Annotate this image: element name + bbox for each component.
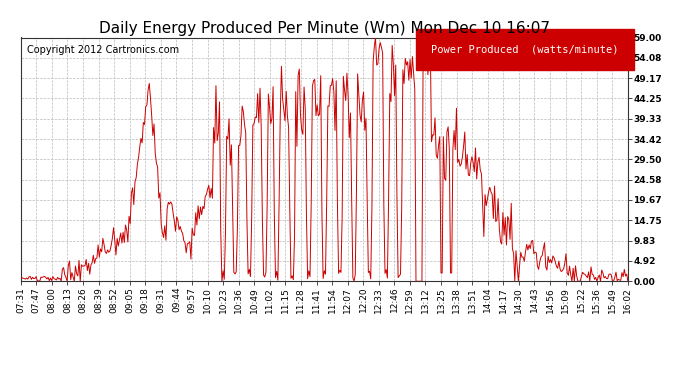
Text: Power Produced  (watts/minute): Power Produced (watts/minute) — [431, 45, 619, 55]
Text: Copyright 2012 Cartronics.com: Copyright 2012 Cartronics.com — [27, 45, 179, 55]
Title: Daily Energy Produced Per Minute (Wm) Mon Dec 10 16:07: Daily Energy Produced Per Minute (Wm) Mo… — [99, 21, 550, 36]
